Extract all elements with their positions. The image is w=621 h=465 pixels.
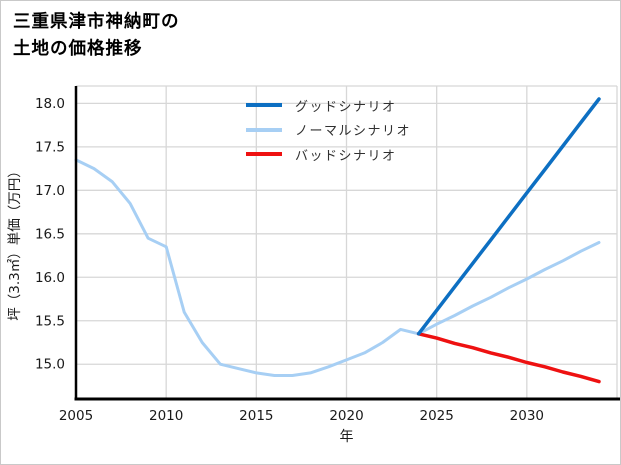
legend-label-bad: バッドシナリオ [295, 148, 397, 164]
legend-item-bad: バッドシナリオ [246, 142, 411, 167]
series-line-bad [416, 332, 601, 384]
legend-swatch-normal [246, 127, 282, 132]
y-tick-label: 16.0 [35, 270, 65, 286]
y-axis-label: 坪（3.3㎡）単価（万円） [7, 164, 23, 320]
y-tick-label: 15.5 [35, 313, 65, 329]
chart-title: 三重県津市神納町の 土地の価格推移 [13, 9, 180, 63]
x-axis-label: 年 [340, 429, 354, 445]
y-tick-label: 16.5 [35, 226, 65, 242]
y-tick-label: 17.5 [35, 139, 65, 155]
x-tick-label: 2010 [149, 408, 183, 424]
y-tick-label: 15.0 [35, 357, 65, 373]
legend-label-normal: ノーマルシナリオ [295, 124, 412, 140]
legend-item-good: グッドシナリオ [246, 93, 411, 118]
legend-label-good: グッドシナリオ [295, 99, 397, 115]
chart-title-line1: 三重県津市神納町の [13, 12, 180, 32]
series-line-normal [74, 158, 601, 377]
y-tick-label: 17.0 [35, 183, 65, 199]
y-tick-label: 18.0 [35, 96, 65, 112]
x-tick-label: 2005 [59, 408, 93, 424]
x-tick-label: 2025 [419, 408, 453, 424]
series-line-good [416, 97, 601, 336]
x-tick-label: 2030 [510, 408, 544, 424]
x-tick-label: 2015 [239, 408, 273, 424]
chart-title-line2: 土地の価格推移 [13, 39, 143, 59]
chart-legend: グッドシナリオ ノーマルシナリオ バッドシナリオ [246, 93, 411, 167]
legend-swatch-good [246, 103, 282, 108]
legend-item-normal: ノーマルシナリオ [246, 118, 411, 143]
x-tick-label: 2020 [329, 408, 363, 424]
legend-swatch-bad [246, 152, 282, 157]
